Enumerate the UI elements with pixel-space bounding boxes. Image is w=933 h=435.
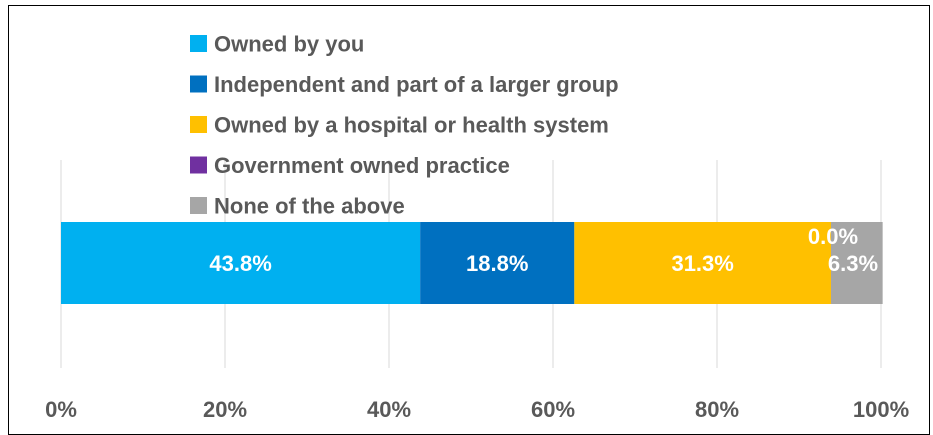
data-label: 43.8% — [209, 251, 271, 276]
x-tick-label: 100% — [853, 397, 909, 422]
stacked-bar-chart: 43.8% 18.8% 31.3% 0.0%6.3% 0% 20% 40% 60% 80% 10… — [45, 32, 909, 423]
legend-swatch — [190, 156, 207, 174]
legend-label: Owned by a hospital or health system — [214, 113, 609, 138]
bar-segment — [420, 222, 575, 304]
legend-label: Independent and part of a larger group — [214, 72, 619, 97]
legend-label: Government owned practice — [214, 153, 510, 178]
bar-segment — [830, 222, 883, 304]
chart-frame — [8, 5, 930, 435]
x-tick-label: 80% — [695, 397, 739, 422]
x-tick-label: 60% — [531, 397, 575, 422]
legend-swatch — [190, 35, 207, 52]
data-label: 31.3% — [671, 251, 733, 276]
legend-swatch — [190, 197, 207, 214]
legend-label: Owned by you — [214, 32, 364, 57]
x-tick-label: 40% — [367, 397, 411, 422]
data-label: 0.0% — [808, 224, 858, 249]
bar-segment — [574, 222, 831, 304]
data-label: 18.8% — [466, 251, 528, 276]
x-tick-label: 0% — [45, 397, 77, 422]
legend-swatch — [190, 116, 207, 133]
x-tick-label: 20% — [203, 397, 247, 422]
bar-segment — [61, 222, 421, 304]
legend-label: None of the above — [214, 194, 405, 219]
legend-swatch — [190, 75, 207, 93]
data-label: 6.3% — [828, 251, 878, 276]
